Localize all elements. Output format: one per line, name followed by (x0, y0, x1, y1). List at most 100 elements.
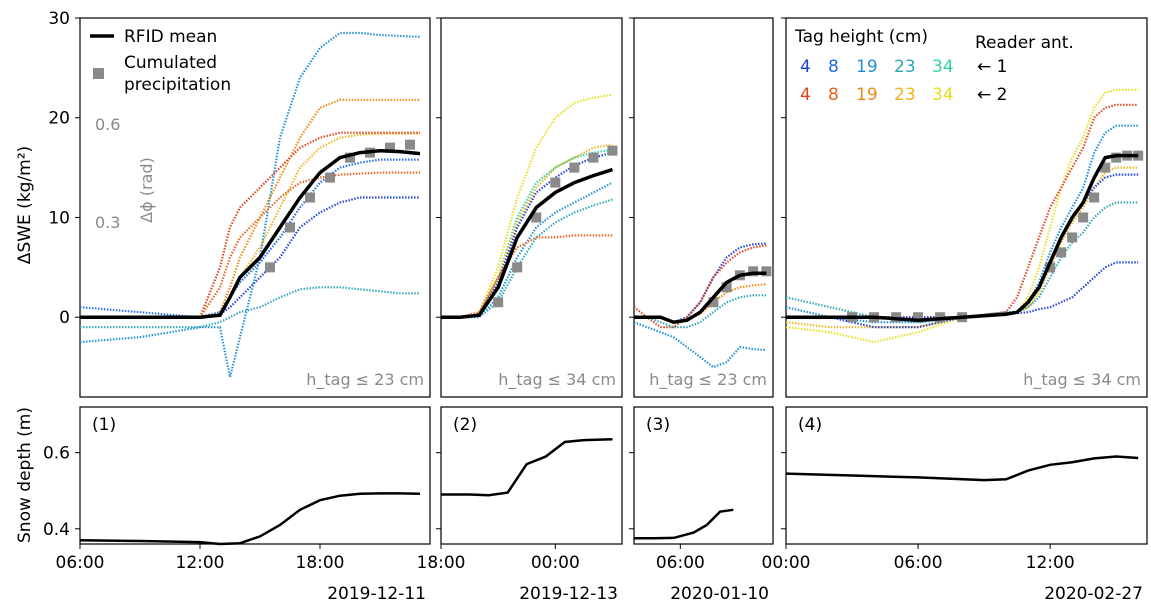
phase-axis: 0.6 0.3 Δϕ (rad) (95, 115, 156, 232)
legend-mean-label: RFID mean (124, 27, 217, 47)
bottom-axes-frame (440, 406, 623, 545)
ytick-label-top: 0 (59, 308, 70, 328)
panel-label: (2) (453, 415, 477, 435)
legend-tag-row1-8: 8 (828, 57, 839, 77)
legend-tag-row2-8: 8 (828, 85, 839, 105)
ytick-label-top: 20 (48, 109, 70, 129)
series-line-7 (80, 286, 420, 329)
precip-marker (385, 142, 395, 153)
rfid-mean-line (786, 153, 1139, 322)
legend-precip-label-2: precipitation (124, 75, 231, 95)
legend-tag-row2-23: 23 (894, 85, 916, 105)
xtick-label: 06:00 (656, 553, 705, 573)
legend-reader-2: ← 2 (977, 85, 1007, 105)
tag-height-note: h_tag ≤ 23 cm (649, 370, 767, 390)
panel-label: (3) (646, 415, 670, 435)
panel-1: 0 10 20 30 0.4 0.6 06:00 12:00 18:00 2019-12-11 h_… (43, 9, 431, 604)
legend-tag-row2-34: 34 (932, 85, 954, 105)
series-line-0 (441, 93, 613, 319)
ytick-label-top: 30 (48, 9, 70, 29)
date-label: 2019-12-13 (519, 584, 618, 604)
precip-marker (345, 152, 355, 163)
panel-2: 18:00 00:00 2019-12-13 h_tag ≤ 34 cm (2) (417, 17, 623, 604)
xtick-label: 00:00 (531, 553, 580, 573)
legend-reader-1: ← 1 (977, 57, 1007, 77)
precip-marker (1111, 152, 1122, 163)
precip-marker (550, 177, 561, 188)
series-line-6 (80, 196, 420, 319)
series-line-3 (634, 321, 767, 369)
xtick-label: 18:00 (417, 553, 466, 573)
top-axes-frame (633, 17, 774, 398)
tag-height-note: h_tag ≤ 34 cm (1023, 370, 1141, 390)
xtick-label: 06:00 (894, 553, 943, 573)
series-line-4 (634, 294, 767, 329)
legend-mean-precip: RFID mean Cumulated precipitation (90, 27, 231, 95)
series-line-3 (80, 131, 420, 319)
series-line-1 (441, 148, 613, 319)
phase-tick-0.6: 0.6 (95, 115, 120, 134)
precip-marker (305, 192, 315, 203)
precip-marker (265, 262, 275, 273)
precip-marker (325, 172, 335, 183)
xtick-label: 12:00 (1026, 553, 1075, 573)
precip-marker (1045, 262, 1056, 273)
series-line-4 (441, 181, 614, 319)
series-line-1 (634, 244, 767, 329)
series-line-2 (441, 143, 613, 319)
xtick-label: 00:00 (762, 553, 811, 573)
legend-tag-row1-19: 19 (856, 57, 878, 77)
xtick-label: 06:00 (56, 553, 105, 573)
legend-tag-height: Tag height (cm) Reader ant. ← 1 ← 2 4 48 8… (794, 27, 1074, 105)
series-line-2 (786, 124, 1139, 324)
bottom-axes-frame (785, 406, 1148, 545)
series-group (80, 31, 421, 378)
legend-tag-row1-23: 23 (894, 57, 916, 77)
precip-marker (761, 266, 772, 277)
legend-precip-label-1: Cumulated (124, 53, 217, 73)
ytick-label-bottom: 0.6 (43, 444, 70, 464)
precip-marker (493, 297, 504, 308)
phase-tick-0.3: 0.3 (95, 213, 120, 232)
precip-marker (1078, 212, 1089, 223)
top-axes-frame (785, 17, 1148, 398)
series-group (441, 93, 618, 319)
top-axes-frame (440, 17, 623, 398)
series-line-6 (441, 234, 613, 319)
precip-marker (1056, 247, 1067, 258)
ylabel-bottom: Snow depth (m) (15, 407, 35, 543)
legend-tag-row2-19: 19 (856, 85, 878, 105)
date-label: 2020-02-27 (1044, 584, 1143, 604)
precip-marker (913, 312, 924, 323)
legend-precip-marker (93, 68, 104, 79)
date-label: 2019-12-11 (327, 584, 426, 604)
series-line-0 (80, 31, 421, 378)
bottom-axes-frame (633, 406, 774, 545)
xtick-label: 18:00 (296, 553, 345, 573)
rfid-mean-line (441, 167, 614, 319)
precip-marker (708, 297, 719, 308)
tag-height-note: h_tag ≤ 23 cm (306, 370, 424, 390)
ytick-label-bottom: 0.4 (43, 520, 70, 540)
tag-height-note: h_tag ≤ 34 cm (498, 370, 616, 390)
precip-marker (569, 162, 580, 173)
legend-reader-title: Reader ant. (975, 33, 1074, 53)
phase-label: Δϕ (rad) (137, 157, 156, 223)
precip-marker (1100, 162, 1111, 173)
rfid-mean-line (80, 148, 421, 319)
precip-marker (1089, 192, 1100, 203)
series-group (634, 242, 772, 369)
series-line-5 (441, 198, 613, 319)
rfid-mean-line (634, 271, 767, 324)
precip-marker (588, 152, 599, 163)
bottom-axes-frame (79, 406, 431, 545)
legend-tag-row1-4: 4 (800, 57, 811, 77)
series-line-3 (786, 166, 1139, 329)
xtick-label: 12:00 (176, 553, 225, 573)
precip-marker (607, 145, 618, 156)
top-axes-frame (79, 17, 431, 398)
panel-3: 06:00 2020-01-10 h_tag ≤ 23 cm (3) (629, 17, 774, 604)
legend-tag-height-title: Tag height (cm) (794, 27, 928, 47)
precip-marker (285, 222, 295, 233)
